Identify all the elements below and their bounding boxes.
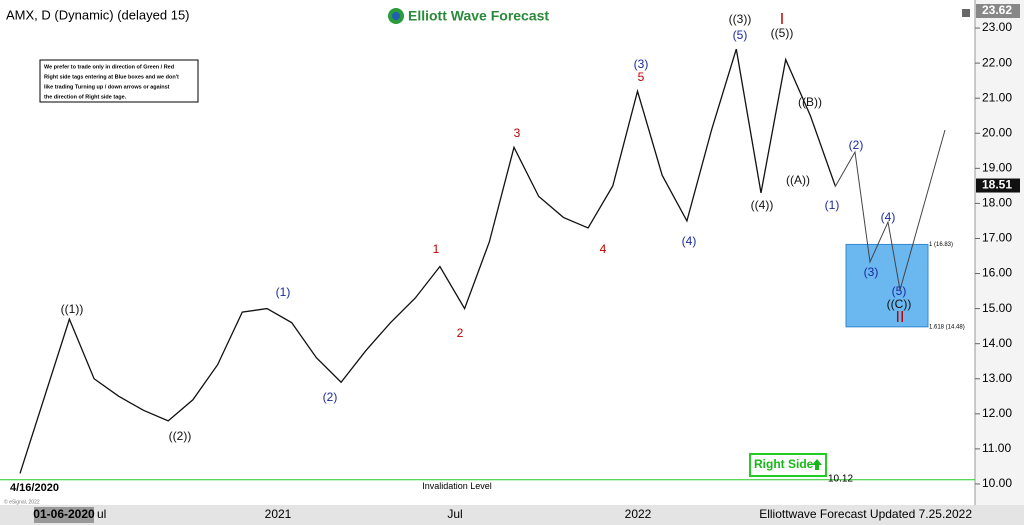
y-tick-label: 15.00 bbox=[982, 301, 1012, 315]
wave-label: (2) bbox=[323, 390, 338, 404]
time-axis bbox=[0, 505, 1024, 525]
wave-label: 4 bbox=[600, 242, 607, 256]
last-price: 18.51 bbox=[982, 178, 1012, 192]
x-tick-label: 2021 bbox=[265, 507, 292, 521]
wave-label: 1 bbox=[433, 242, 440, 256]
invalidation-value: 10.12 bbox=[828, 473, 853, 484]
up-arrow bbox=[812, 459, 822, 470]
last-price-box bbox=[976, 178, 1020, 193]
y-tick-label: 21.00 bbox=[982, 90, 1012, 104]
wave-label: (5) bbox=[733, 28, 748, 42]
note-line: Right side tags entering at Blue boxes a… bbox=[44, 74, 179, 80]
price-line bbox=[19, 48, 836, 474]
wave-label: I bbox=[780, 11, 784, 28]
fib-label: 1 (16.83) bbox=[929, 242, 953, 248]
x-tick-label: 2022 bbox=[625, 507, 652, 521]
wave-label: (1) bbox=[825, 198, 840, 212]
x-tick-label: ul bbox=[97, 507, 106, 521]
wave-label: (4) bbox=[682, 234, 697, 248]
y-tick-label: 17.00 bbox=[982, 231, 1012, 245]
wave-label: ((A)) bbox=[786, 173, 810, 187]
wave-label: (3) bbox=[864, 265, 879, 279]
wave-label: ((C)) bbox=[887, 297, 912, 311]
y-tick-label: 19.00 bbox=[982, 161, 1012, 175]
note-line: the direction of Right side tage. bbox=[44, 94, 127, 100]
wave-label: (1) bbox=[276, 285, 291, 299]
note-box bbox=[39, 59, 199, 103]
note: We prefer to trade only in direction of … bbox=[44, 64, 179, 100]
note-line: like trading Turning up / down arrows or… bbox=[44, 84, 170, 90]
wave-label: (3) bbox=[634, 57, 649, 71]
right-side-box bbox=[749, 453, 827, 477]
y-tick-label: 16.00 bbox=[982, 266, 1012, 280]
y-tick-label: 11.00 bbox=[982, 441, 1011, 455]
x-tick-label: 01-06-2020 bbox=[33, 507, 95, 521]
top-price: 23.62 bbox=[982, 3, 1012, 17]
y-tick-label: 18.00 bbox=[982, 196, 1012, 210]
copyright: © eSignal, 2022 bbox=[4, 498, 40, 505]
start-date: 4/16/2020 bbox=[10, 482, 59, 494]
y-tick-label: 22.00 bbox=[982, 55, 1012, 69]
y-tick-label: 13.00 bbox=[982, 371, 1012, 385]
logo: Elliott Wave Forecast bbox=[408, 8, 549, 24]
note-line: We prefer to trade only in direction of … bbox=[44, 64, 174, 70]
wave-label: ((B)) bbox=[798, 95, 822, 109]
wave-label: (5) bbox=[892, 284, 907, 298]
y-tick-label: 23.00 bbox=[982, 20, 1012, 34]
target-box bbox=[845, 243, 929, 328]
top-price-box bbox=[976, 4, 1020, 18]
price-axis bbox=[975, 0, 1024, 525]
wave-label: 3 bbox=[514, 126, 521, 140]
x-tick-label: Jul bbox=[447, 507, 462, 521]
logo-icon bbox=[392, 12, 400, 20]
wave-label: ((3)) bbox=[729, 12, 752, 26]
fib-label: 1.618 (14.48) bbox=[929, 324, 965, 330]
wave-label: (2) bbox=[849, 138, 864, 152]
y-tick-label: 10.00 bbox=[982, 476, 1012, 490]
y-tick-label: 14.00 bbox=[982, 336, 1012, 350]
settings-icon[interactable] bbox=[962, 9, 970, 17]
footer: Elliottwave Forecast Updated 7.25.2022 bbox=[759, 507, 972, 521]
wave-label: 5 bbox=[638, 70, 645, 84]
wave-label: II bbox=[896, 309, 905, 326]
wave-label: (4) bbox=[881, 210, 896, 224]
chart-title: AMX, D (Dynamic) (delayed 15) bbox=[6, 7, 190, 22]
date-box bbox=[34, 507, 94, 523]
wave-label: ((1)) bbox=[61, 302, 84, 316]
wave-label: ((2)) bbox=[169, 429, 192, 443]
wave-label: 2 bbox=[457, 326, 464, 340]
y-tick-label: 20.00 bbox=[982, 125, 1012, 139]
wave-label: ((4)) bbox=[751, 198, 774, 212]
wave-label: ((5)) bbox=[771, 26, 794, 40]
y-tick-label: 12.00 bbox=[982, 406, 1012, 420]
invalidation-label: Invalidation Level bbox=[422, 481, 492, 491]
projection-path bbox=[834, 129, 946, 291]
right-side-label: Right Side bbox=[754, 457, 814, 471]
